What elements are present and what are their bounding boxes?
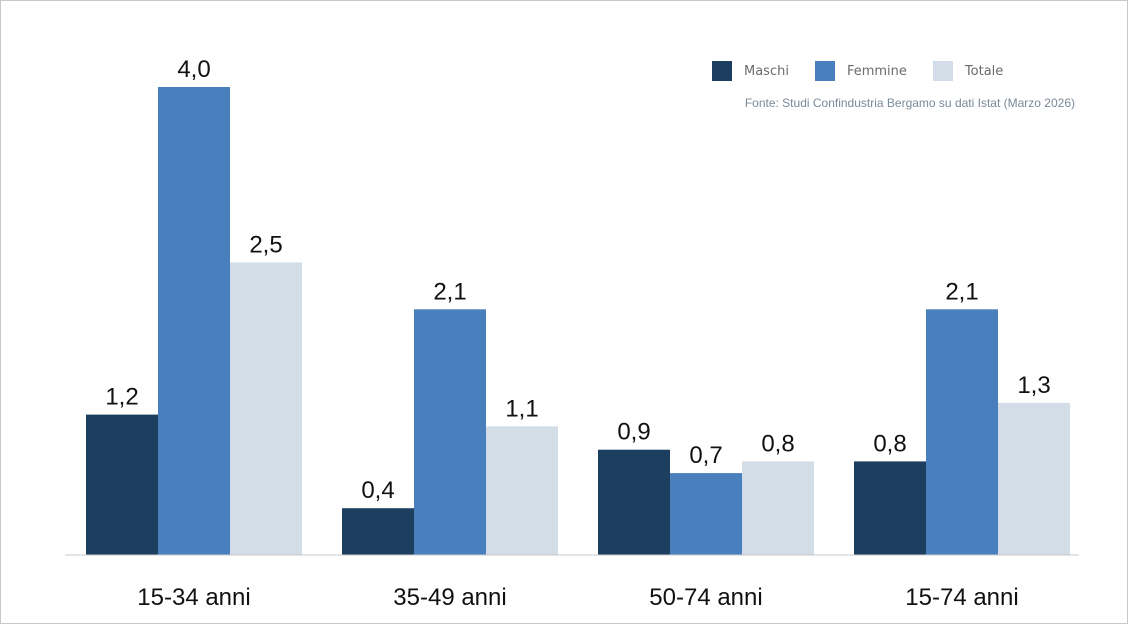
x-tick-label-3: 50-74 anni — [649, 584, 762, 611]
bar-maschi-1 — [86, 414, 158, 555]
legend-swatch-femmine — [814, 61, 835, 81]
bar-femmine-2 — [414, 309, 486, 555]
value-label-femmine-2: 2,1 — [433, 278, 466, 305]
value-label-femmine-1: 4,0 — [177, 56, 210, 83]
x-tick-label-4: 15-74 anni — [905, 584, 1018, 611]
legend-swatch-maschi — [712, 61, 732, 81]
bar-totale-4 — [998, 402, 1070, 555]
bar-totale-3 — [742, 461, 814, 555]
x-tick-labels-layer: 15-34 anni 35-49 anni 50-74 anni 15-74 anni — [137, 584, 1018, 611]
value-label-femmine-3: 0,7 — [689, 442, 722, 469]
legend-item-femmine: Femmine — [814, 61, 907, 81]
value-label-maschi-3: 0,9 — [617, 419, 650, 446]
value-label-femmine-4: 2,1 — [945, 278, 978, 305]
source-note: Fonte: Studi Confindustria Bergamo su da… — [744, 96, 1075, 110]
legend-label-maschi: Maschi — [744, 63, 789, 79]
bar-femmine-3 — [670, 473, 742, 555]
bar-femmine-1 — [158, 87, 230, 555]
value-label-totale-3: 0,8 — [761, 430, 794, 457]
value-label-totale-1: 2,5 — [249, 232, 282, 259]
legend-swatch-totale — [932, 61, 953, 81]
legend-label-totale: Totale — [964, 63, 1004, 79]
bar-maschi-2 — [342, 508, 414, 555]
bar-maschi-4 — [854, 461, 926, 555]
value-label-maschi-1: 1,2 — [105, 384, 138, 411]
x-tick-label-1: 15-34 anni — [137, 584, 250, 611]
value-labels-layer: 1,2 4,0 2,5 0,4 2,1 1,1 0,9 0,7 0,8 0,8 2,1 1,3 — [105, 56, 1050, 504]
bar-totale-1 — [230, 262, 302, 555]
bar-maschi-3 — [598, 449, 670, 555]
value-label-maschi-4: 0,8 — [873, 430, 906, 457]
bar-totale-2 — [486, 426, 558, 555]
bars-layer — [86, 87, 1070, 555]
value-label-totale-2: 1,1 — [505, 395, 538, 422]
x-tick-label-2: 35-49 anni — [393, 584, 506, 611]
legend-label-femmine: Femmine — [846, 63, 907, 79]
bar-femmine-4 — [926, 309, 998, 555]
legend: Maschi Femmine Totale — [712, 61, 1029, 81]
legend-item-maschi: Maschi — [712, 61, 789, 81]
value-label-maschi-2: 0,4 — [361, 477, 394, 504]
value-label-totale-4: 1,3 — [1017, 372, 1050, 399]
legend-item-totale: Totale — [932, 61, 1004, 81]
